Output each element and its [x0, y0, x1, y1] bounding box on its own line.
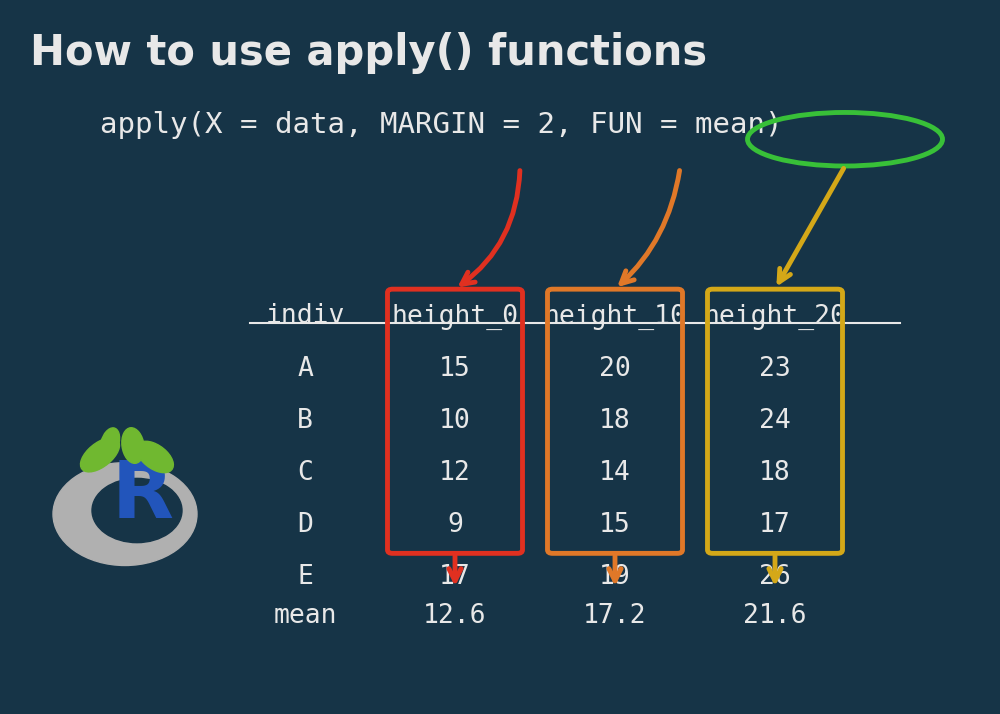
Text: 15: 15 [599, 512, 631, 538]
Text: 18: 18 [599, 408, 631, 433]
Text: 12: 12 [439, 460, 471, 486]
Text: 9: 9 [447, 512, 463, 538]
Text: A: A [297, 356, 313, 381]
Text: 18: 18 [759, 460, 791, 486]
Text: D: D [297, 512, 313, 538]
Text: 19: 19 [599, 564, 631, 590]
Ellipse shape [80, 438, 120, 472]
Text: 24: 24 [759, 408, 791, 433]
Text: 17.2: 17.2 [583, 603, 647, 629]
Text: B: B [297, 408, 313, 433]
Text: 21.6: 21.6 [743, 603, 807, 629]
Text: 15: 15 [439, 356, 471, 381]
Text: 20: 20 [599, 356, 631, 381]
Text: 17: 17 [439, 564, 471, 590]
Text: 17: 17 [759, 512, 791, 538]
Text: height_0: height_0 [392, 303, 518, 330]
Ellipse shape [100, 428, 120, 458]
Text: E: E [297, 564, 313, 590]
Text: 26: 26 [759, 564, 791, 590]
Ellipse shape [122, 428, 144, 463]
Text: apply(X = data, MARGIN = 2, FUN = mean): apply(X = data, MARGIN = 2, FUN = mean) [100, 111, 782, 139]
Text: 14: 14 [599, 460, 631, 486]
Text: How to use apply() functions: How to use apply() functions [30, 32, 707, 74]
Text: 10: 10 [439, 408, 471, 433]
Text: height_10: height_10 [544, 303, 686, 330]
Circle shape [53, 463, 197, 565]
Circle shape [92, 478, 182, 543]
Text: height_20: height_20 [704, 303, 846, 330]
Ellipse shape [137, 441, 173, 473]
Text: 23: 23 [759, 356, 791, 381]
Text: indiv: indiv [265, 303, 345, 329]
Text: mean: mean [273, 603, 337, 629]
Text: C: C [297, 460, 313, 486]
Text: 12.6: 12.6 [423, 603, 487, 629]
Text: R: R [112, 458, 174, 536]
